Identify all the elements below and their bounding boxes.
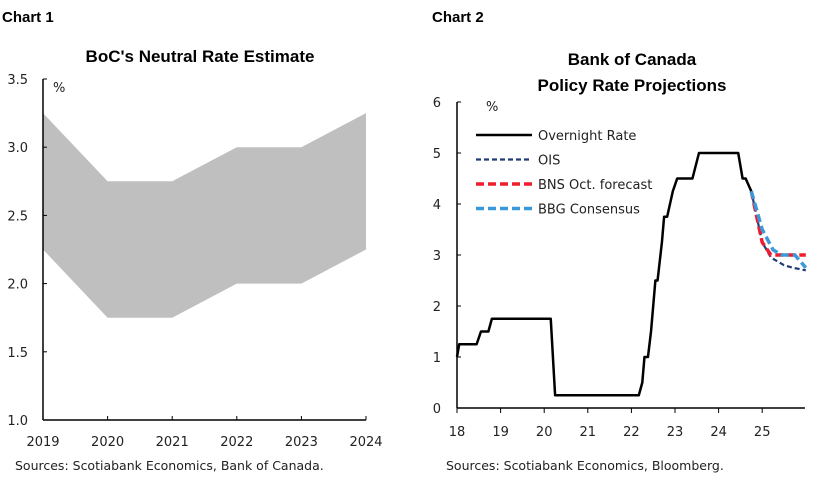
x-tick-label: 18 [449, 425, 466, 440]
y-tick-label: 2 [433, 300, 441, 315]
series-line-overnight-rate [455, 151, 753, 397]
x-tick-label: 2022 [220, 435, 253, 450]
y-tick-label: 3.5 [7, 73, 28, 88]
y-tick-label: 3.0 [7, 141, 28, 156]
y-tick-label: 1.5 [7, 346, 28, 361]
neutral-rate-range-band [43, 113, 366, 318]
series-line-bns-oct-forecast [749, 190, 806, 257]
y-tick-label: 6 [433, 96, 441, 111]
x-tick-label: 2021 [156, 435, 189, 450]
chart1-source: Sources: Scotiabank Economics, Bank of C… [15, 458, 324, 473]
chart2-source: Sources: Scotiabank Economics, Bloomberg… [446, 458, 724, 473]
x-tick-label: 22 [623, 425, 640, 440]
chart2-title-line1: Bank of Canada [568, 50, 697, 69]
series-line-bbg-consensus [749, 190, 808, 269]
x-tick-label: 23 [667, 425, 684, 440]
x-tick-label: 25 [754, 425, 771, 440]
x-tick-label: 2019 [26, 435, 59, 450]
y-tick-label: 2.5 [7, 209, 28, 224]
x-tick-label: 21 [580, 425, 597, 440]
y-tick-label: 2.0 [7, 278, 28, 293]
chart1-title: BoC's Neutral Rate Estimate [86, 47, 315, 66]
chart1-plot: 1.0 1.5 2.0 2.5 3.0 3.5 2019 2020 2021 2022 2023 20… [7, 73, 382, 450]
y-tick-label: 0 [433, 402, 441, 417]
legend-label: Overnight Rate [538, 129, 636, 144]
chart2-ylabel: % [486, 100, 498, 115]
legend-label: BBG Consensus [538, 203, 640, 218]
y-tick-label: 5 [433, 147, 441, 162]
chart1-ylabel: % [53, 81, 65, 96]
y-tick-label: 3 [433, 249, 441, 264]
chart2-header: Chart 2 [432, 9, 484, 26]
x-tick-label: 24 [710, 425, 727, 440]
x-tick-label: 2020 [91, 435, 124, 450]
chart1-header: Chart 1 [2, 9, 54, 26]
chart2-title-line2: Policy Rate Projections [538, 76, 727, 95]
y-tick-label: 1.0 [7, 414, 28, 429]
legend-label: OIS [538, 154, 560, 169]
x-tick-label: 19 [492, 425, 509, 440]
x-tick-label: 2023 [285, 435, 318, 450]
x-tick-label: 2024 [349, 435, 382, 450]
legend-label: BNS Oct. forecast [538, 178, 652, 193]
y-tick-label: 4 [433, 198, 441, 213]
y-tick-label: 1 [433, 351, 441, 366]
x-tick-label: 20 [536, 425, 553, 440]
